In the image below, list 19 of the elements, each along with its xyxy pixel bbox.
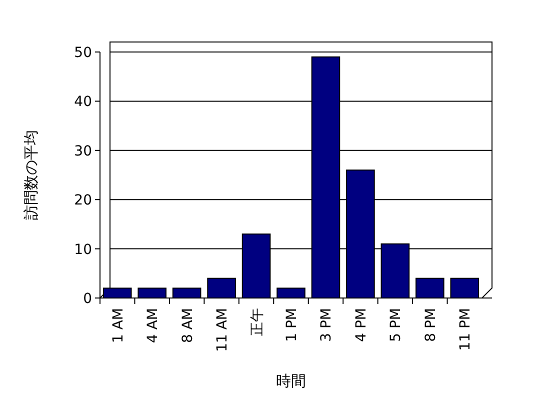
x-tick-label: 正午: [249, 308, 266, 336]
x-tick-label: 11 PM: [458, 308, 474, 351]
x-tick-label: 4 PM: [353, 308, 370, 342]
x-tick-label: 1 AM: [110, 308, 126, 344]
y-tick-label: 40: [74, 94, 92, 110]
y-tick-label: 20: [74, 192, 92, 209]
y-tick-label: 10: [74, 242, 92, 258]
y-tick-label: 50: [74, 45, 92, 61]
y-axis-title: 訪問数の平均: [22, 130, 40, 220]
x-tick-label: 3 PM: [318, 308, 335, 342]
y-tick-label: 30: [74, 143, 92, 160]
x-tick-label: 5 PM: [388, 308, 404, 342]
x-axis-title: 時間: [276, 372, 306, 390]
x-tick-label: 4 AM: [145, 308, 162, 344]
x-tick-label: 11 AM: [214, 308, 231, 352]
x-tick-label: 8 AM: [180, 308, 196, 344]
x-tick-label: 1 PM: [284, 308, 300, 342]
y-tick-label: 0: [83, 291, 92, 307]
x-tick-label: 8 PM: [422, 308, 439, 342]
